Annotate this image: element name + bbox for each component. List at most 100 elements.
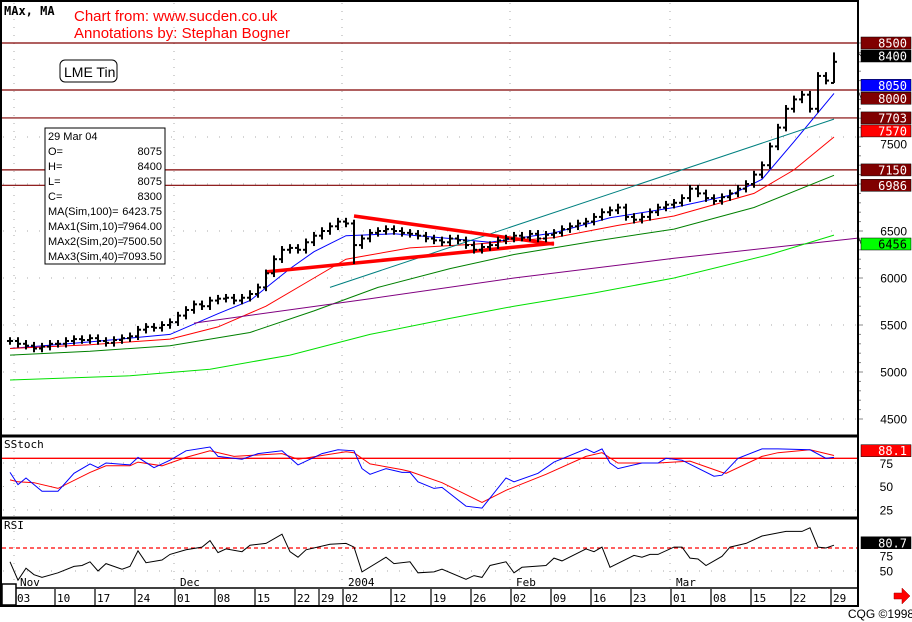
value-label-text-bg <box>860 79 912 92</box>
stoch-title: SStoch <box>4 438 44 451</box>
price-bar <box>23 340 29 350</box>
price-bar <box>399 227 405 237</box>
corner-box[interactable] <box>1 583 17 606</box>
price-bar <box>471 241 477 254</box>
info-value: 8075 <box>138 146 162 158</box>
value-label-text-tag: 8500 <box>860 37 912 51</box>
stoch-last-value: 88.1 <box>878 444 907 458</box>
day-label: 09 <box>553 592 566 605</box>
info-label: MA(Sim,100)= <box>48 206 119 218</box>
info-label: L= <box>48 176 61 188</box>
price-bar <box>575 219 581 231</box>
price-axis-label: 5000 <box>880 366 907 380</box>
price-bar <box>87 334 93 344</box>
value-label-text: 6456 <box>878 238 907 252</box>
price-bar <box>647 208 653 221</box>
price-bar <box>519 231 525 242</box>
price-bar <box>95 334 101 345</box>
price-bar <box>391 225 397 235</box>
study-title: MAx, MA <box>4 4 55 18</box>
price-bar <box>431 234 437 245</box>
info-label: MAx1(Sim,10)= <box>48 221 124 233</box>
price-axis-label: 6000 <box>880 272 907 286</box>
price-bar <box>815 72 821 113</box>
month-label: Dec <box>180 576 200 589</box>
credit-line-2: Annotations by: Stephan Bogner <box>74 25 290 42</box>
price-bar <box>239 293 245 305</box>
stoch-d-line <box>9 449 835 504</box>
price-bar <box>199 300 205 310</box>
rsi-last-value-tag: 80.7 <box>860 536 912 550</box>
credit-line-1: Chart from: www.sucden.co.uk <box>74 8 278 25</box>
value-label-text: 6986 <box>878 179 907 193</box>
day-label: 03 <box>17 592 30 605</box>
price-bar <box>367 229 373 243</box>
price-bar <box>103 337 109 347</box>
price-bar <box>823 72 829 85</box>
scroll-right-arrow-icon[interactable] <box>893 587 911 605</box>
price-bar <box>799 90 805 104</box>
value-label-text: 7150 <box>878 163 907 177</box>
price-bar <box>271 255 277 278</box>
price-bar <box>791 95 797 113</box>
value-label-text: 8400 <box>878 50 907 64</box>
rsi-title: RSI <box>4 519 24 532</box>
rsi-line <box>9 527 835 582</box>
rsi-axis-label: 50 <box>880 565 894 579</box>
price-bar <box>231 293 237 305</box>
day-label: 29 <box>321 592 334 605</box>
day-label: 15 <box>257 592 270 605</box>
price-bar <box>223 293 229 303</box>
price-bar <box>303 238 309 254</box>
price-bar <box>719 193 725 205</box>
price-bar <box>207 296 213 310</box>
price-bar <box>783 105 789 132</box>
footer-copyright: CQG ©1998 <box>848 607 912 621</box>
price-bar <box>151 323 157 332</box>
price-bar <box>159 321 165 332</box>
info-label: C= <box>48 191 62 203</box>
price-bar <box>543 231 549 243</box>
price-bar <box>831 52 837 84</box>
price-bar <box>175 311 181 326</box>
stoch-axis-label: 50 <box>880 480 894 494</box>
price-bar <box>415 230 421 240</box>
price-bar <box>79 335 85 344</box>
value-label-text: 7570 <box>878 124 907 138</box>
price-bar <box>679 194 685 207</box>
price-bar <box>135 325 141 341</box>
price-bar <box>447 234 453 247</box>
price-bar <box>439 236 445 247</box>
value-label-text: 7703 <box>878 111 907 125</box>
price-bar <box>319 227 325 240</box>
info-date: 29 Mar 04 <box>48 131 98 143</box>
price-bar <box>295 244 301 254</box>
info-value: 7500.50 <box>122 236 162 248</box>
value-label-text: 8050 <box>878 79 907 93</box>
info-value: 8400 <box>138 161 162 173</box>
price-bar <box>599 208 605 221</box>
value-label-text-bg <box>860 111 912 125</box>
price-bar <box>191 300 197 314</box>
price-bar <box>63 337 69 348</box>
price-bar <box>663 200 669 212</box>
price-bar <box>7 337 13 345</box>
price-bar <box>503 234 509 245</box>
price-bar <box>623 203 629 221</box>
day-label: 17 <box>97 592 110 605</box>
price-axis-label: 4500 <box>880 413 907 427</box>
day-label: 16 <box>593 592 606 605</box>
price-axis-label: 6500 <box>880 225 907 239</box>
date-axis: Nov Dec 2004 Feb Mar 03 10 17 24 01 08 15 22 29 02 12 19… <box>14 576 846 606</box>
annotations <box>265 118 835 288</box>
price-bar <box>567 222 573 233</box>
price-bar <box>263 269 269 292</box>
info-label: H= <box>48 161 62 173</box>
price-bar <box>695 184 701 198</box>
price-bar <box>767 142 773 169</box>
price-bar <box>127 332 133 342</box>
price-bar <box>559 225 565 237</box>
value-label-text-bg <box>860 163 912 177</box>
day-label: 08 <box>713 592 726 605</box>
